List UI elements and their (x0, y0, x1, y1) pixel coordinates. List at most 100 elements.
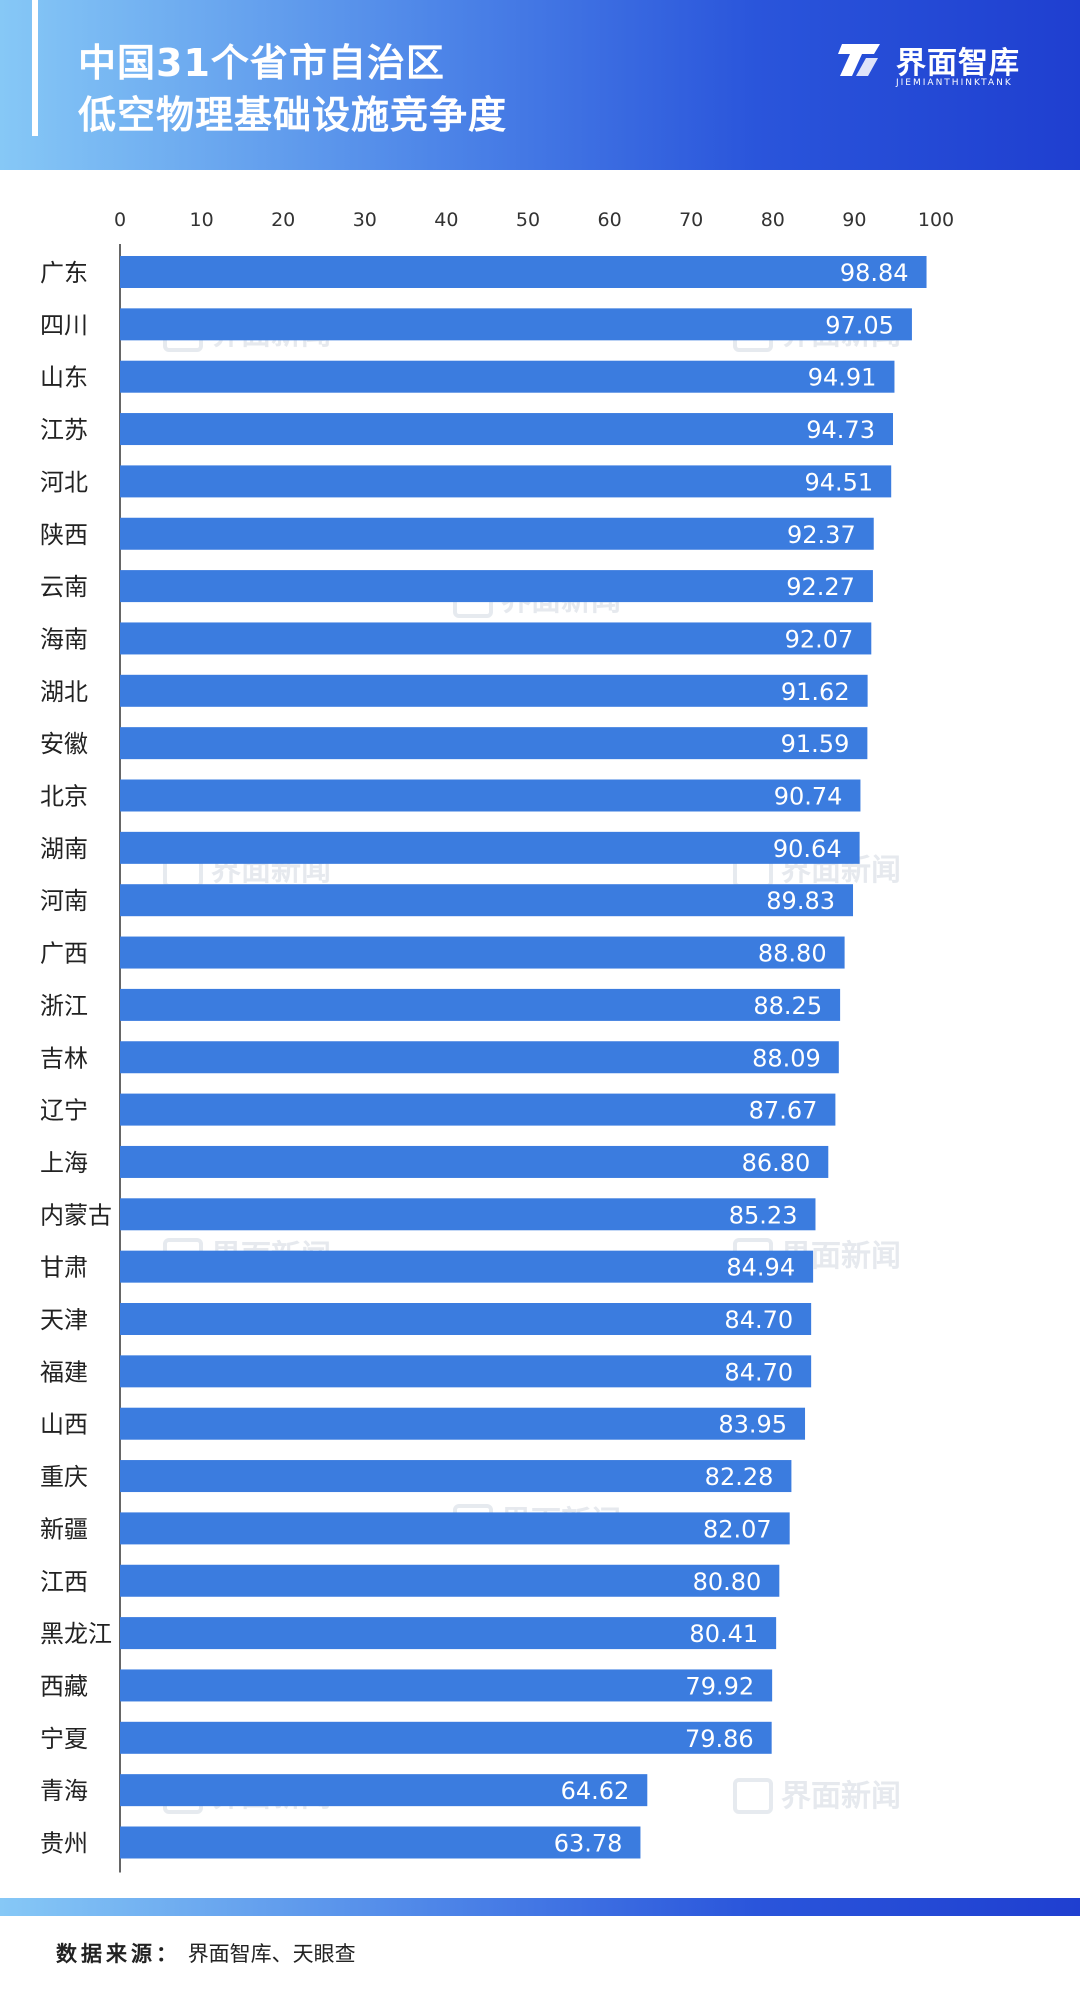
title-accent-bar (32, 0, 38, 136)
bar (120, 1512, 790, 1545)
bar (120, 884, 854, 917)
category-label: 湖北 (40, 678, 88, 706)
bar (120, 1564, 780, 1597)
category-label: 重庆 (40, 1463, 88, 1491)
bar (120, 465, 892, 498)
chart-title-line-1: 中国31个省市自治区 (78, 41, 445, 85)
value-label: 91.62 (781, 678, 850, 706)
value-label: 90.64 (773, 835, 842, 863)
value-label: 88.09 (752, 1044, 821, 1072)
bar (120, 831, 860, 864)
x-tick-label: 10 (190, 209, 214, 231)
bar (120, 1145, 829, 1178)
category-label: 辽宁 (40, 1097, 88, 1125)
bar (120, 988, 841, 1021)
value-label: 85.23 (729, 1201, 798, 1229)
category-label: 上海 (40, 1149, 88, 1177)
bar (120, 1093, 836, 1126)
value-label: 84.70 (724, 1306, 793, 1334)
bar (120, 1617, 777, 1650)
brand-subtitle: JIEMIANTHINKTANK (896, 78, 1013, 88)
bar (120, 1826, 641, 1859)
bar (120, 1460, 792, 1493)
category-label: 浙江 (40, 992, 88, 1020)
category-label: 安徽 (40, 730, 88, 758)
x-tick-label: 70 (679, 209, 703, 231)
x-tick-label: 90 (842, 209, 866, 231)
bar (120, 1669, 773, 1702)
value-label: 94.73 (806, 416, 875, 444)
bar (120, 779, 861, 812)
value-label: 82.07 (703, 1515, 772, 1543)
x-tick-label: 60 (598, 209, 622, 231)
header-banner: 中国31个省市自治区 低空物理基础设施竞争度 界面智库 JIEMIANTHINK… (0, 0, 1080, 170)
category-label: 内蒙古 (40, 1201, 112, 1229)
bar (120, 1041, 839, 1074)
category-label: 黑龙江 (40, 1620, 112, 1648)
category-label: 河北 (40, 468, 88, 496)
value-label: 94.91 (808, 364, 877, 392)
value-label: 83.95 (718, 1411, 787, 1439)
bar (120, 256, 927, 288)
bar (120, 936, 845, 969)
category-label: 北京 (40, 783, 88, 811)
bar (120, 727, 868, 760)
category-label: 河南 (40, 887, 88, 915)
value-label: 80.80 (693, 1568, 762, 1596)
x-tick-label: 30 (353, 209, 377, 231)
category-label: 湖南 (40, 835, 88, 863)
value-label: 86.80 (742, 1149, 811, 1177)
brand-logo: 界面智库 JIEMIANTHINKTANK (838, 38, 1048, 94)
x-tick-label: 100 (918, 209, 954, 231)
value-label: 91.59 (781, 730, 850, 758)
value-label: 88.80 (758, 940, 827, 968)
chart-title-line-2: 低空物理基础设施竞争度 (78, 93, 508, 137)
category-label: 青海 (40, 1777, 88, 1805)
category-label: 新疆 (40, 1515, 88, 1543)
watermark: 界面新闻 (733, 1778, 901, 1814)
category-label: 福建 (40, 1358, 88, 1386)
bar (120, 570, 873, 603)
category-label: 山东 (40, 364, 88, 392)
brand-mark-icon (838, 44, 880, 76)
category-label: 四川 (40, 311, 88, 339)
category-label: 海南 (40, 625, 88, 653)
value-label: 87.67 (749, 1097, 818, 1125)
watermark-icon (733, 1778, 773, 1814)
bar (120, 413, 893, 446)
bar (120, 1355, 812, 1388)
category-label: 广西 (40, 940, 88, 968)
bar (120, 674, 868, 707)
value-label: 79.86 (685, 1725, 754, 1753)
category-label: 吉林 (40, 1044, 88, 1072)
value-label: 89.83 (766, 887, 835, 915)
value-label: 88.25 (753, 992, 822, 1020)
value-label: 98.84 (840, 259, 909, 287)
category-label: 陕西 (40, 521, 88, 549)
bar (120, 1250, 814, 1283)
data-source: 数据来源： 界面智库、天眼查 (56, 1938, 356, 1968)
value-label: 92.27 (786, 573, 855, 601)
value-label: 92.07 (785, 625, 854, 653)
x-tick-label: 40 (434, 209, 458, 231)
x-tick-label: 20 (271, 209, 295, 231)
bar (120, 1407, 806, 1440)
category-label: 江西 (40, 1568, 88, 1596)
value-label: 82.28 (705, 1463, 774, 1491)
value-label: 92.37 (787, 521, 856, 549)
source-value: 界面智库、天眼查 (187, 1942, 356, 1966)
category-label: 江苏 (40, 416, 88, 444)
value-label: 90.74 (774, 783, 843, 811)
bar-group: 广东 98.84 四川 97.05 山东 94.91 江苏 94.73 河北 94.51 陕西 92.… (40, 256, 927, 1859)
category-label: 广东 (40, 259, 88, 287)
bar-chart: 界面新闻界面新闻界面新闻界面新闻界面新闻界面新闻界面新闻界面新闻界面新闻界面新闻… (40, 209, 954, 1873)
x-tick-label: 0 (114, 209, 126, 231)
category-label: 山西 (40, 1411, 88, 1439)
bar (120, 1198, 816, 1231)
x-tick-label: 50 (516, 209, 540, 231)
bar (120, 517, 874, 550)
category-label: 云南 (40, 573, 88, 601)
bar (120, 622, 872, 655)
value-label: 64.62 (561, 1777, 630, 1805)
watermark-text: 界面新闻 (781, 1779, 901, 1814)
